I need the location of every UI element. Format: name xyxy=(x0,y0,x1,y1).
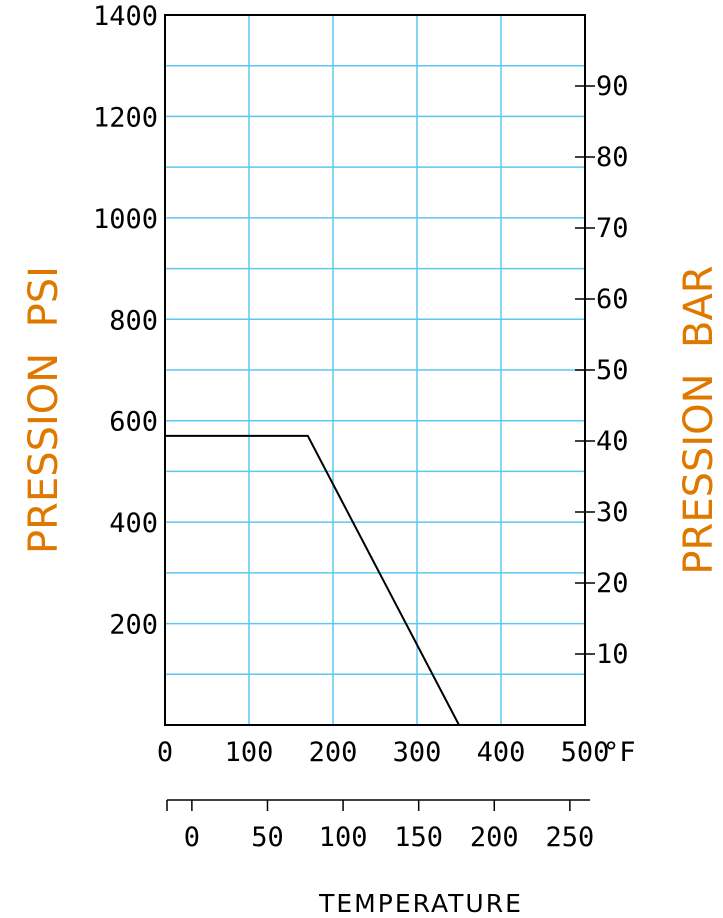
fahrenheit-tick-label: 300 xyxy=(393,737,442,768)
right-tick-label: 40 xyxy=(596,426,629,457)
right-axis-title: PRESSION BAR xyxy=(676,265,722,574)
celsius-tick-label: 100 xyxy=(319,822,368,853)
left-axis-title: PRESSION PSI xyxy=(21,266,67,554)
left-tick-label: 1400 xyxy=(93,1,158,32)
left-axis-ticks: 200 400 600 800 1000 1200 1400 xyxy=(93,1,158,641)
celsius-tick-label: 150 xyxy=(394,822,443,853)
right-tick-label: 80 xyxy=(596,142,629,173)
right-axis: 10 20 30 40 50 60 70 80 90 xyxy=(575,71,629,670)
right-tick-label: 70 xyxy=(596,213,629,244)
right-tick-label: 50 xyxy=(596,355,629,386)
celsius-axis: 0 50 100 150 200 250 xyxy=(166,799,594,853)
grid xyxy=(165,15,585,725)
left-tick-label: 1000 xyxy=(93,204,158,235)
left-tick-label: 400 xyxy=(109,508,158,539)
fahrenheit-tick-label: 200 xyxy=(309,737,358,768)
fahrenheit-tick-label: 100 xyxy=(225,737,274,768)
series-line xyxy=(165,434,460,726)
series xyxy=(165,434,460,726)
left-tick-label: 1200 xyxy=(93,102,158,133)
left-tick-label: 800 xyxy=(109,305,158,336)
right-tick-label: 60 xyxy=(596,284,629,315)
fahrenheit-tick-label: 0 xyxy=(157,737,173,768)
right-tick-label: 20 xyxy=(596,568,629,599)
right-tick-label: 90 xyxy=(596,71,629,102)
fahrenheit-unit-label: °F xyxy=(603,737,636,768)
fahrenheit-axis-ticks: 0 100 200 300 400 500°F xyxy=(157,737,636,768)
celsius-tick-label: 0 xyxy=(184,822,200,853)
right-tick-label: 30 xyxy=(596,497,629,528)
fahrenheit-tick-label: 400 xyxy=(477,737,526,768)
left-tick-label: 600 xyxy=(109,407,158,438)
fahrenheit-tick-label: 500 xyxy=(561,737,610,768)
right-tick-label: 10 xyxy=(596,639,629,670)
celsius-tick-label: 200 xyxy=(470,822,519,853)
left-tick-label: 200 xyxy=(109,610,158,641)
celsius-tick-label: 50 xyxy=(251,822,284,853)
x-axis-title: TEMPERATURE xyxy=(318,889,523,918)
celsius-tick-label: 250 xyxy=(545,822,594,853)
